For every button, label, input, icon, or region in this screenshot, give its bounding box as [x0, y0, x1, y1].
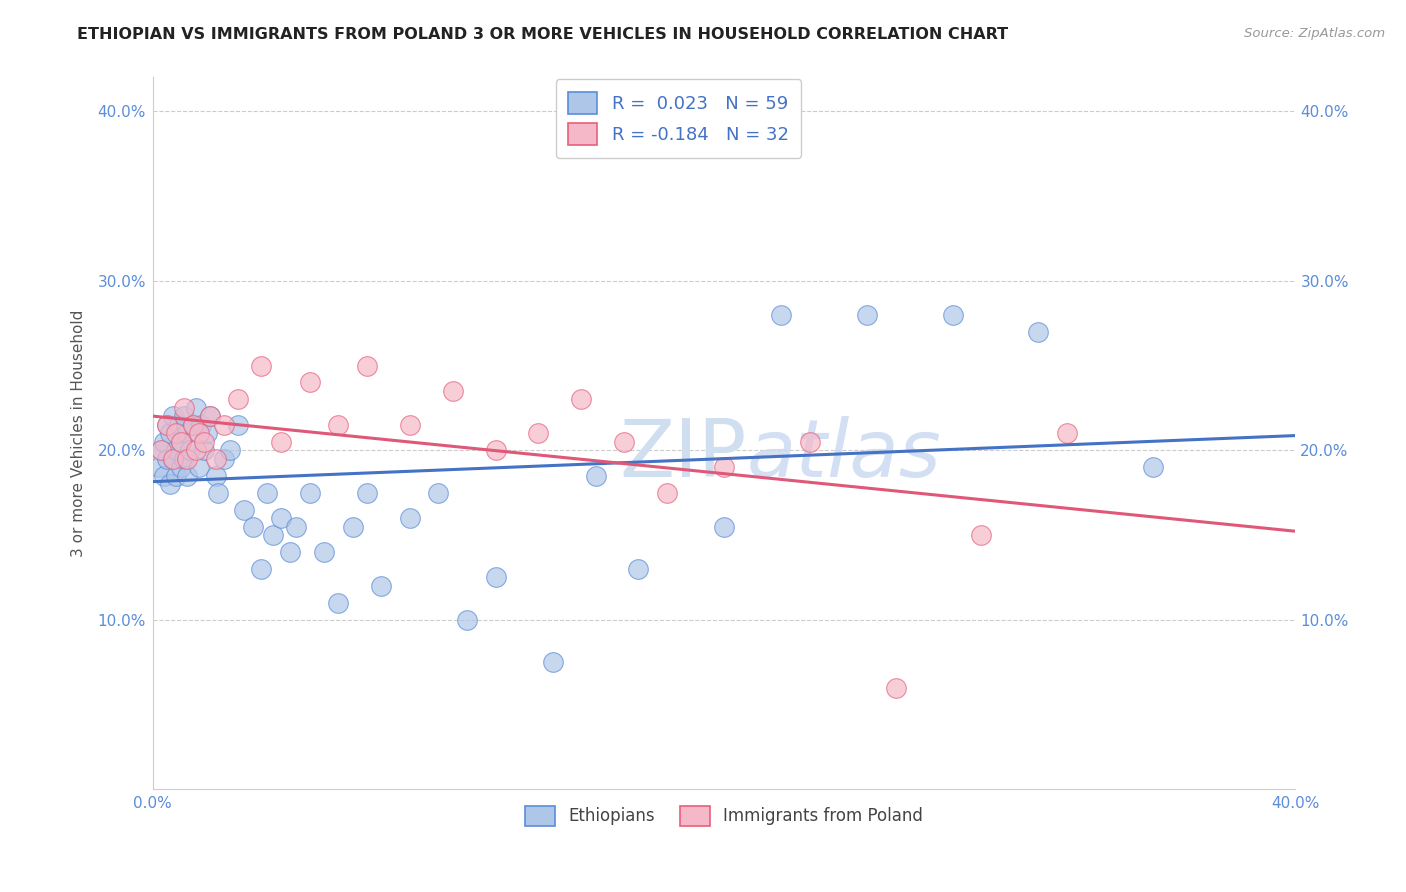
Point [156, 417, 179, 432]
Point [342, 519, 364, 533]
Point [942, 308, 965, 322]
Point [176, 451, 198, 466]
Point [284, 519, 307, 533]
Point [165, 443, 187, 458]
Point [207, 485, 229, 500]
Point [165, 468, 187, 483]
Point [569, 392, 592, 407]
Point [181, 417, 204, 432]
Point [167, 417, 190, 432]
Point [1028, 325, 1050, 339]
Point [799, 434, 821, 449]
Point [173, 401, 195, 415]
Point [256, 485, 278, 500]
Point [541, 655, 564, 669]
Point [627, 562, 650, 576]
Point [162, 409, 184, 424]
Point [527, 426, 550, 441]
Point [159, 477, 181, 491]
Point [176, 468, 198, 483]
Point [184, 443, 207, 458]
Text: Source: ZipAtlas.com: Source: ZipAtlas.com [1244, 27, 1385, 40]
Point [150, 443, 173, 458]
Point [613, 434, 636, 449]
Point [176, 426, 198, 441]
Point [427, 485, 450, 500]
Text: ZIP: ZIP [620, 416, 747, 493]
Point [356, 359, 378, 373]
Point [204, 451, 226, 466]
Point [713, 460, 735, 475]
Point [198, 409, 221, 424]
Point [713, 519, 735, 533]
Point [193, 434, 215, 449]
Point [212, 451, 235, 466]
Legend: Ethiopians, Immigrants from Poland: Ethiopians, Immigrants from Poland [517, 797, 932, 834]
Point [970, 528, 993, 542]
Point [456, 613, 478, 627]
Point [153, 434, 176, 449]
Point [233, 502, 256, 516]
Point [298, 485, 321, 500]
Point [314, 545, 336, 559]
Point [328, 596, 350, 610]
Point [148, 460, 170, 475]
Text: atlas: atlas [747, 416, 942, 493]
Point [153, 468, 176, 483]
Point [228, 392, 250, 407]
Point [484, 570, 506, 584]
Point [162, 451, 184, 466]
Point [165, 426, 187, 441]
Point [181, 417, 204, 432]
Point [156, 417, 179, 432]
Point [441, 384, 464, 398]
Point [250, 359, 273, 373]
Y-axis label: 3 or more Vehicles in Household: 3 or more Vehicles in Household [72, 310, 86, 557]
Point [242, 519, 264, 533]
Point [270, 434, 292, 449]
Point [250, 562, 273, 576]
Point [399, 417, 422, 432]
Point [585, 468, 607, 483]
Point [770, 308, 793, 322]
Point [278, 545, 301, 559]
Point [262, 528, 284, 542]
Point [356, 485, 378, 500]
Point [187, 426, 209, 441]
Point [198, 409, 221, 424]
Point [228, 417, 250, 432]
Point [170, 460, 193, 475]
Point [150, 443, 173, 458]
Point [156, 451, 179, 466]
Point [162, 451, 184, 466]
Point [370, 579, 392, 593]
Text: ETHIOPIAN VS IMMIGRANTS FROM POLAND 3 OR MORE VEHICLES IN HOUSEHOLD CORRELATION : ETHIOPIAN VS IMMIGRANTS FROM POLAND 3 OR… [77, 27, 1008, 42]
Point [270, 511, 292, 525]
Point [204, 468, 226, 483]
Point [173, 409, 195, 424]
Point [856, 308, 879, 322]
Point [655, 485, 678, 500]
Point [184, 401, 207, 415]
Point [484, 443, 506, 458]
Point [399, 511, 422, 525]
Point [884, 681, 907, 695]
Point [219, 443, 242, 458]
Point [193, 443, 215, 458]
Point [328, 417, 350, 432]
Point [298, 376, 321, 390]
Point [187, 460, 209, 475]
Point [1142, 460, 1164, 475]
Point [159, 426, 181, 441]
Point [1056, 426, 1078, 441]
Point [212, 417, 235, 432]
Point [173, 451, 195, 466]
Point [195, 426, 218, 441]
Point [179, 443, 201, 458]
Point [170, 434, 193, 449]
Point [190, 417, 212, 432]
Point [170, 434, 193, 449]
